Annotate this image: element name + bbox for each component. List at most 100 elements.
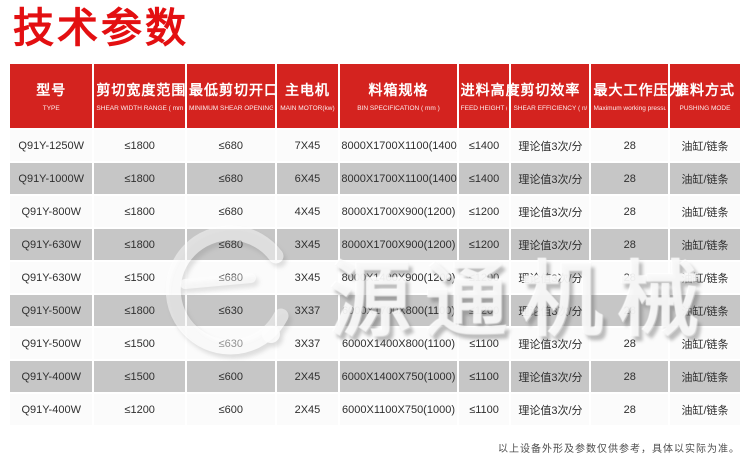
column-header: 剪切效率 SHEAR EFFICIENCY ( n/min ) — [511, 64, 590, 128]
cell-feed-height: ≤1100 — [458, 361, 510, 392]
cell-max-working-pressure: 28 — [591, 196, 668, 227]
cell-main-motor: 2X45 — [276, 361, 339, 392]
cell-pushing-mode: 油缸/链条 — [670, 130, 740, 161]
cell-shear-width-range: ≤1800 — [94, 196, 185, 227]
column-header-zh: 剪切宽度范围 — [96, 81, 187, 98]
cell-pushing-mode: 油缸/链条 — [670, 361, 740, 392]
table-row: Q91Y-630W ≤1500 ≤680 3X45 8000X1400X900(… — [10, 262, 740, 293]
cell-pushing-mode: 油缸/链条 — [670, 295, 740, 326]
cell-shear-width-range: ≤1500 — [94, 361, 185, 392]
column-header-zh: 进料高度 — [460, 81, 521, 98]
cell-model: Q91Y-1250W — [10, 130, 93, 161]
cell-pushing-mode: 油缸/链条 — [670, 229, 740, 260]
cell-shear-efficiency: 理论值3次/分 — [511, 394, 590, 425]
spec-table-header: 型号 TYPE 剪切宽度范围 SHEAR WIDTH RANGE ( mm ) … — [10, 64, 740, 128]
cell-shear-efficiency: 理论值3次/分 — [511, 163, 590, 194]
column-header-en: PUSHING MODE — [679, 104, 731, 112]
cell-bin-specification: 8000X1700X900(1200) — [340, 229, 457, 260]
cell-shear-efficiency: 理论值3次/分 — [511, 361, 590, 392]
cell-main-motor: 3X37 — [276, 328, 339, 359]
column-header-zh: 最大工作压力 — [593, 81, 684, 98]
cell-max-working-pressure: 28 — [591, 328, 668, 359]
column-header-zh: 剪切效率 — [520, 81, 581, 98]
cell-min-shear-opening: ≤630 — [186, 328, 275, 359]
cell-model: Q91Y-630W — [10, 262, 93, 293]
table-row: Q91Y-1000W ≤1800 ≤680 6X45 8000X1700X110… — [10, 163, 740, 194]
cell-main-motor: 2X45 — [276, 394, 339, 425]
cell-main-motor: 6X45 — [276, 163, 339, 194]
cell-shear-width-range: ≤1800 — [94, 229, 185, 260]
cell-feed-height: ≤1100 — [458, 328, 510, 359]
cell-model: Q91Y-400W — [10, 394, 93, 425]
cell-shear-efficiency: 理论值3次/分 — [511, 229, 590, 260]
column-header-zh: 主电机 — [284, 81, 330, 98]
cell-shear-efficiency: 理论值3次/分 — [511, 130, 590, 161]
cell-bin-specification: 6000X1400X750(1000) — [340, 361, 457, 392]
table-row: Q91Y-800W ≤1800 ≤680 4X45 8000X1700X900(… — [10, 196, 740, 227]
cell-feed-height: ≤1200 — [458, 229, 510, 260]
page-title: 技术参数 — [13, 5, 189, 51]
column-header: 主电机 MAIN MOTOR(kw) — [276, 64, 339, 128]
cell-pushing-mode: 油缸/链条 — [670, 328, 740, 359]
column-header-zh: 型号 — [36, 81, 67, 98]
cell-feed-height: ≤1200 — [458, 262, 510, 293]
column-header-en: Maximum working pressure(Mpa) — [593, 104, 666, 112]
column-header: 料箱规格 BIN SPECIFICATION ( mm ) — [340, 64, 457, 128]
spec-table-body: Q91Y-1250W ≤1800 ≤680 7X45 8000X1700X110… — [10, 130, 740, 425]
cell-main-motor: 4X45 — [276, 196, 339, 227]
cell-bin-specification: 8000X1700X1100(1400) — [340, 163, 457, 194]
spec-table-header-row: 型号 TYPE 剪切宽度范围 SHEAR WIDTH RANGE ( mm ) … — [10, 64, 740, 128]
cell-main-motor: 3X45 — [276, 262, 339, 293]
column-header: 型号 TYPE — [10, 64, 93, 128]
cell-min-shear-opening: ≤680 — [186, 196, 275, 227]
table-row: Q91Y-400W ≤1500 ≤600 2X45 6000X1400X750(… — [10, 361, 740, 392]
cell-min-shear-opening: ≤600 — [186, 361, 275, 392]
cell-min-shear-opening: ≤630 — [186, 295, 275, 326]
cell-main-motor: 3X45 — [276, 229, 339, 260]
cell-max-working-pressure: 28 — [591, 361, 668, 392]
cell-feed-height: ≤1400 — [458, 163, 510, 194]
column-header-en: MINIMUM SHEAR OPENING(mm) — [188, 104, 273, 112]
column-header: 进料高度 FEED HEIGHT ( mm ) — [458, 64, 521, 128]
cell-shear-width-range: ≤1200 — [94, 394, 185, 425]
column-header-zh: 料箱规格 — [368, 81, 429, 98]
cell-main-motor: 7X45 — [276, 130, 339, 161]
cell-max-working-pressure: 28 — [591, 163, 668, 194]
column-header-zh: 推料方式 — [675, 81, 735, 98]
column-header: 推料方式 PUSHING MODE — [670, 64, 740, 128]
cell-min-shear-opening: ≤680 — [186, 163, 275, 194]
table-row: Q91Y-500W ≤1800 ≤630 3X37 6000X1700X800(… — [10, 295, 740, 326]
cell-main-motor: 3X37 — [276, 295, 339, 326]
column-header-en: SHEAR EFFICIENCY ( n/min ) — [513, 104, 588, 112]
cell-shear-efficiency: 理论值3次/分 — [511, 262, 590, 293]
footer-note: 以上设备外形及参数仅供参考，具体以实际为准。 — [498, 444, 740, 455]
cell-shear-width-range: ≤1800 — [94, 130, 185, 161]
cell-max-working-pressure: 28 — [591, 394, 668, 425]
cell-feed-height: ≤1200 — [458, 295, 510, 326]
cell-min-shear-opening: ≤680 — [186, 130, 275, 161]
cell-shear-width-range: ≤1800 — [94, 163, 185, 194]
cell-bin-specification: 6000X1700X800(1100) — [340, 295, 457, 326]
cell-pushing-mode: 油缸/链条 — [670, 163, 740, 194]
cell-model: Q91Y-800W — [10, 196, 93, 227]
column-header-en: FEED HEIGHT ( mm ) — [460, 104, 508, 112]
cell-feed-height: ≤1400 — [458, 130, 510, 161]
cell-shear-efficiency: 理论值3次/分 — [511, 328, 590, 359]
cell-bin-specification: 8000X1700X1100(1400) — [340, 130, 457, 161]
cell-shear-efficiency: 理论值3次/分 — [511, 196, 590, 227]
cell-bin-specification: 6000X1400X800(1100) — [340, 328, 457, 359]
cell-bin-specification: 6000X1100X750(1000) — [340, 394, 457, 425]
cell-model: Q91Y-500W — [10, 295, 93, 326]
spec-table: 型号 TYPE 剪切宽度范围 SHEAR WIDTH RANGE ( mm ) … — [8, 62, 742, 427]
column-header-zh: 最低剪切开口 — [188, 81, 279, 98]
cell-max-working-pressure: 28 — [591, 229, 668, 260]
cell-model: Q91Y-630W — [10, 229, 93, 260]
cell-shear-efficiency: 理论值3次/分 — [511, 295, 590, 326]
column-header-en: BIN SPECIFICATION ( mm ) — [357, 104, 440, 112]
cell-feed-height: ≤1200 — [458, 196, 510, 227]
column-header-en: SHEAR WIDTH RANGE ( mm ) — [96, 104, 183, 112]
cell-min-shear-opening: ≤680 — [186, 262, 275, 293]
cell-bin-specification: 8000X1400X900(1200) — [340, 262, 457, 293]
cell-model: Q91Y-400W — [10, 361, 93, 392]
